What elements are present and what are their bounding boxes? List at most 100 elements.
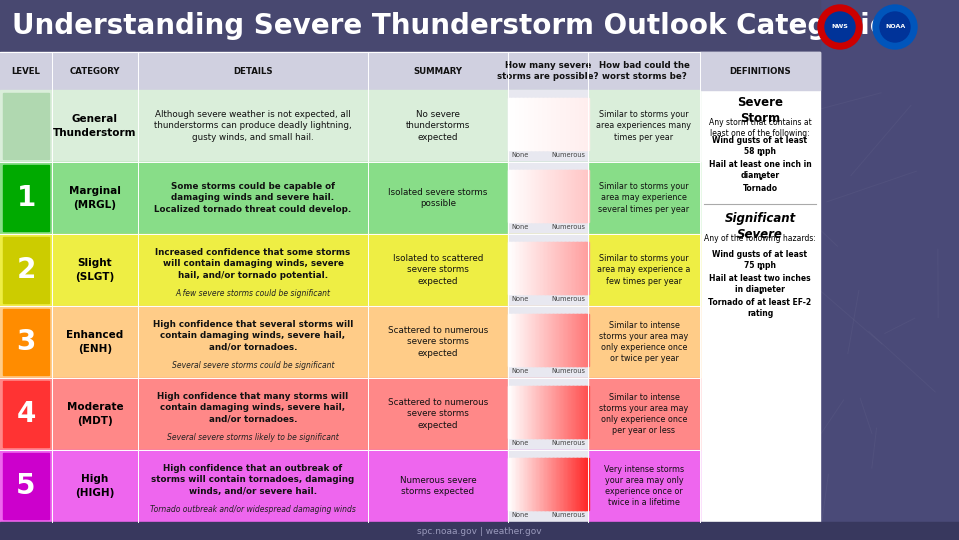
Bar bbox=[530, 242, 532, 294]
Bar bbox=[0, 450, 700, 522]
Bar bbox=[520, 98, 522, 150]
Bar bbox=[519, 98, 521, 150]
Text: 2: 2 bbox=[16, 256, 35, 284]
Bar bbox=[519, 386, 521, 438]
Bar bbox=[550, 386, 552, 438]
Bar bbox=[526, 242, 527, 294]
Bar bbox=[537, 98, 539, 150]
Bar bbox=[581, 98, 583, 150]
Bar bbox=[547, 314, 549, 366]
Bar bbox=[550, 458, 551, 510]
Bar bbox=[508, 90, 588, 162]
Bar bbox=[560, 242, 562, 294]
Text: DEFINITIONS: DEFINITIONS bbox=[729, 66, 791, 76]
Bar bbox=[553, 386, 555, 438]
Bar bbox=[587, 98, 589, 150]
Bar bbox=[548, 170, 550, 222]
Bar bbox=[539, 386, 541, 438]
Bar bbox=[578, 242, 580, 294]
Text: Isolated severe storms
possible: Isolated severe storms possible bbox=[388, 188, 488, 208]
Bar bbox=[508, 162, 588, 234]
Bar bbox=[519, 170, 521, 222]
Text: Marginal
(MRGL): Marginal (MRGL) bbox=[69, 186, 121, 210]
Bar bbox=[556, 458, 558, 510]
Text: Hail at least one inch in
diameter: Hail at least one inch in diameter bbox=[709, 160, 811, 180]
Bar bbox=[581, 170, 583, 222]
Bar bbox=[0, 52, 820, 90]
Bar bbox=[566, 98, 567, 150]
Bar bbox=[563, 170, 565, 222]
Bar bbox=[537, 386, 539, 438]
Bar bbox=[552, 314, 554, 366]
Bar bbox=[556, 170, 558, 222]
Circle shape bbox=[873, 5, 917, 49]
Bar bbox=[561, 458, 563, 510]
Bar bbox=[548, 314, 550, 366]
Text: Severe
Storm: Severe Storm bbox=[737, 96, 783, 125]
Bar bbox=[546, 458, 548, 510]
Bar bbox=[3, 237, 49, 303]
Bar bbox=[557, 242, 559, 294]
Bar bbox=[554, 170, 556, 222]
Bar bbox=[544, 170, 546, 222]
Bar bbox=[509, 98, 511, 150]
Bar bbox=[508, 234, 588, 306]
Bar bbox=[533, 386, 535, 438]
Text: Tornado of at least EF-2
rating: Tornado of at least EF-2 rating bbox=[709, 298, 811, 318]
Bar bbox=[564, 98, 566, 150]
Bar bbox=[559, 98, 560, 150]
Text: Very intense storms
your area may only
experience once or
twice in a lifetime: Very intense storms your area may only e… bbox=[604, 465, 684, 507]
Bar bbox=[576, 458, 578, 510]
Text: DETAILS: DETAILS bbox=[233, 66, 272, 76]
Bar bbox=[0, 234, 700, 306]
Bar bbox=[520, 314, 522, 366]
Bar bbox=[554, 386, 556, 438]
Bar bbox=[3, 309, 49, 375]
Bar bbox=[537, 458, 539, 510]
Bar bbox=[540, 98, 542, 150]
Bar bbox=[524, 314, 526, 366]
Text: Tornado: Tornado bbox=[742, 184, 778, 193]
Text: SUMMARY: SUMMARY bbox=[413, 66, 462, 76]
Text: Any of the following hazards:: Any of the following hazards: bbox=[704, 234, 816, 243]
Bar bbox=[546, 314, 548, 366]
Bar bbox=[570, 242, 572, 294]
Bar bbox=[568, 314, 570, 366]
Text: Several severe storms likely to be significant: Several severe storms likely to be signi… bbox=[167, 433, 339, 442]
Bar bbox=[572, 170, 573, 222]
Bar bbox=[517, 98, 519, 150]
Bar bbox=[573, 170, 575, 222]
Text: 4: 4 bbox=[16, 400, 35, 428]
Bar bbox=[578, 98, 580, 150]
Bar bbox=[510, 170, 512, 222]
Text: •: • bbox=[757, 288, 763, 298]
Bar bbox=[522, 170, 524, 222]
Text: Moderate
(MDT): Moderate (MDT) bbox=[67, 402, 124, 426]
Bar bbox=[508, 98, 510, 150]
Bar bbox=[515, 386, 517, 438]
Bar bbox=[532, 386, 534, 438]
Bar bbox=[577, 242, 579, 294]
Bar bbox=[526, 314, 527, 366]
Bar bbox=[548, 386, 550, 438]
Bar bbox=[543, 242, 545, 294]
Bar bbox=[571, 386, 573, 438]
Bar bbox=[508, 242, 510, 294]
Bar bbox=[541, 386, 543, 438]
Bar bbox=[560, 98, 562, 150]
Bar bbox=[519, 242, 521, 294]
Bar bbox=[0, 306, 700, 378]
Bar bbox=[3, 165, 49, 231]
Bar bbox=[510, 386, 512, 438]
Bar bbox=[574, 458, 576, 510]
Bar bbox=[516, 314, 518, 366]
Bar bbox=[580, 98, 582, 150]
Bar bbox=[522, 314, 524, 366]
Bar bbox=[515, 314, 517, 366]
Bar bbox=[0, 90, 700, 162]
Bar bbox=[700, 52, 820, 522]
Bar bbox=[571, 170, 573, 222]
Bar bbox=[528, 242, 529, 294]
Text: Isolated to scattered
severe storms
expected: Isolated to scattered severe storms expe… bbox=[393, 254, 483, 286]
Text: None: None bbox=[511, 296, 528, 302]
